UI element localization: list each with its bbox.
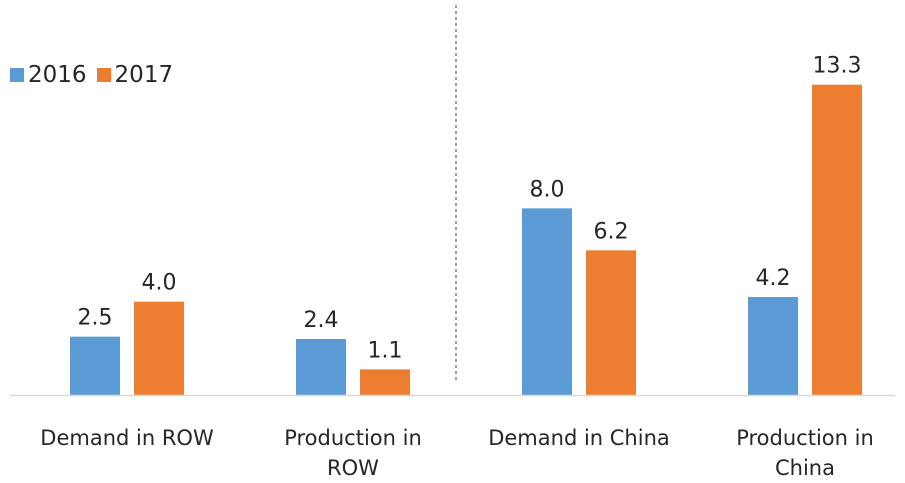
legend-item-2017: 2017 [96, 62, 174, 88]
data-label-2016-1: 2.4 [304, 308, 339, 333]
bar-2016-0 [70, 336, 120, 395]
bar-2016-3 [748, 297, 798, 395]
category-label-line: China [775, 456, 835, 480]
bar-2017-2 [586, 250, 636, 395]
bar-2016-1 [296, 339, 346, 395]
data-label-2017-2: 6.2 [594, 219, 629, 244]
data-label-2017-1: 1.1 [368, 338, 403, 363]
legend-label-2016: 2016 [28, 62, 87, 88]
category-label-line: Demand in ROW [40, 426, 214, 450]
category-label-line: ROW [327, 456, 379, 480]
bar-2016-2 [522, 208, 572, 395]
bar-2017-0 [134, 301, 184, 395]
category-label-0: Demand in ROW [40, 426, 214, 450]
category-label-line: Production in [736, 426, 874, 450]
category-label-line: Demand in China [488, 426, 670, 450]
legend-item-2016: 2016 [10, 62, 87, 88]
data-label-2016-0: 2.5 [78, 306, 113, 331]
legend-label-2017: 2017 [114, 62, 174, 88]
category-label-line: Production in [284, 426, 422, 450]
legend-swatch-2016 [10, 68, 24, 82]
category-label-2: Demand in China [488, 426, 670, 450]
category-label-3: Production in China [736, 426, 874, 480]
data-label-2017-3: 13.3 [813, 54, 862, 79]
bar-2017-3 [812, 84, 862, 396]
category-label-1: Production in ROW [284, 426, 422, 480]
data-label-2017-0: 4.0 [142, 271, 177, 296]
legend: 2016 2017 [10, 62, 183, 88]
data-label-2016-2: 8.0 [530, 177, 565, 202]
data-label-2016-3: 4.2 [756, 266, 791, 291]
legend-swatch-2017 [96, 68, 111, 82]
bar-2017-1 [360, 369, 410, 395]
